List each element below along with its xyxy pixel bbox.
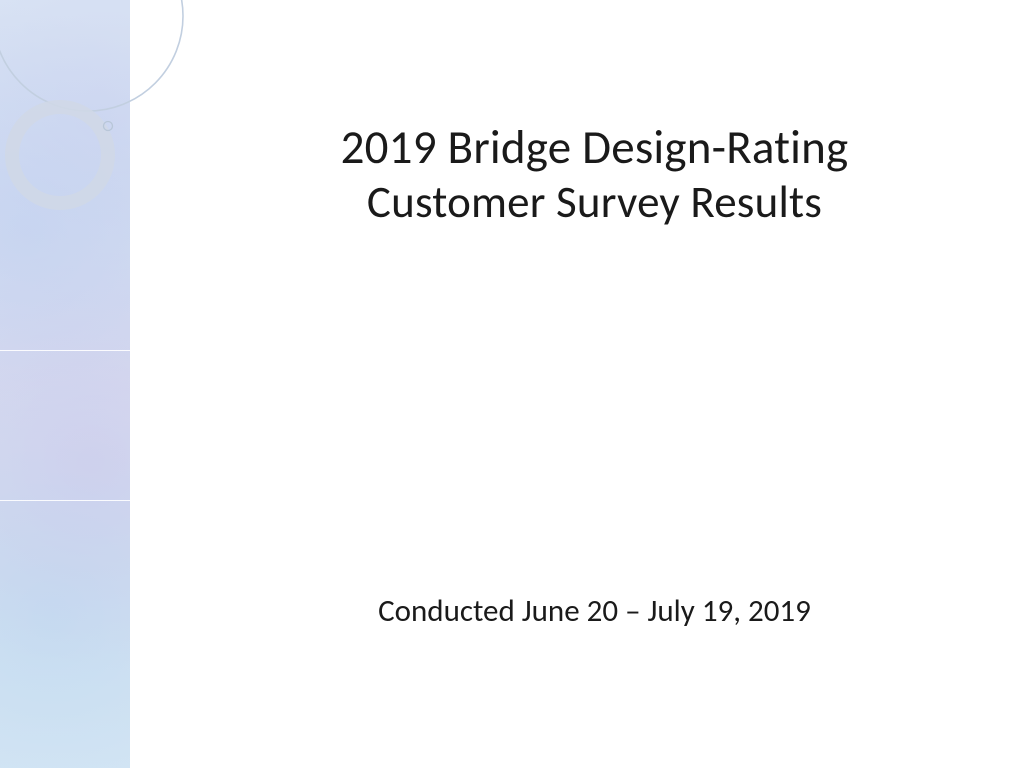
slide-title: 2019 Bridge Design-Rating Customer Surve… bbox=[215, 120, 974, 230]
slide-content: 2019 Bridge Design-Rating Customer Surve… bbox=[145, 0, 1024, 768]
slide-subtitle: Conducted June 20 – July 19, 2019 bbox=[215, 592, 974, 630]
decorative-sidebar bbox=[0, 0, 130, 768]
title-line-1: 2019 Bridge Design-Rating bbox=[215, 120, 974, 174]
title-line-2: Customer Survey Results bbox=[215, 176, 974, 230]
